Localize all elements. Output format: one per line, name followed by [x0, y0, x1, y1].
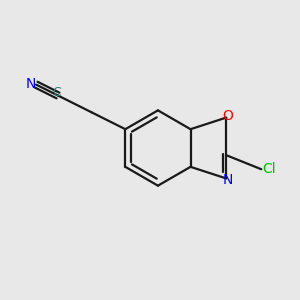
- Text: N: N: [222, 173, 232, 188]
- Text: O: O: [222, 109, 233, 123]
- Text: Cl: Cl: [262, 162, 276, 176]
- Text: N: N: [26, 76, 36, 91]
- Text: C: C: [52, 86, 62, 99]
